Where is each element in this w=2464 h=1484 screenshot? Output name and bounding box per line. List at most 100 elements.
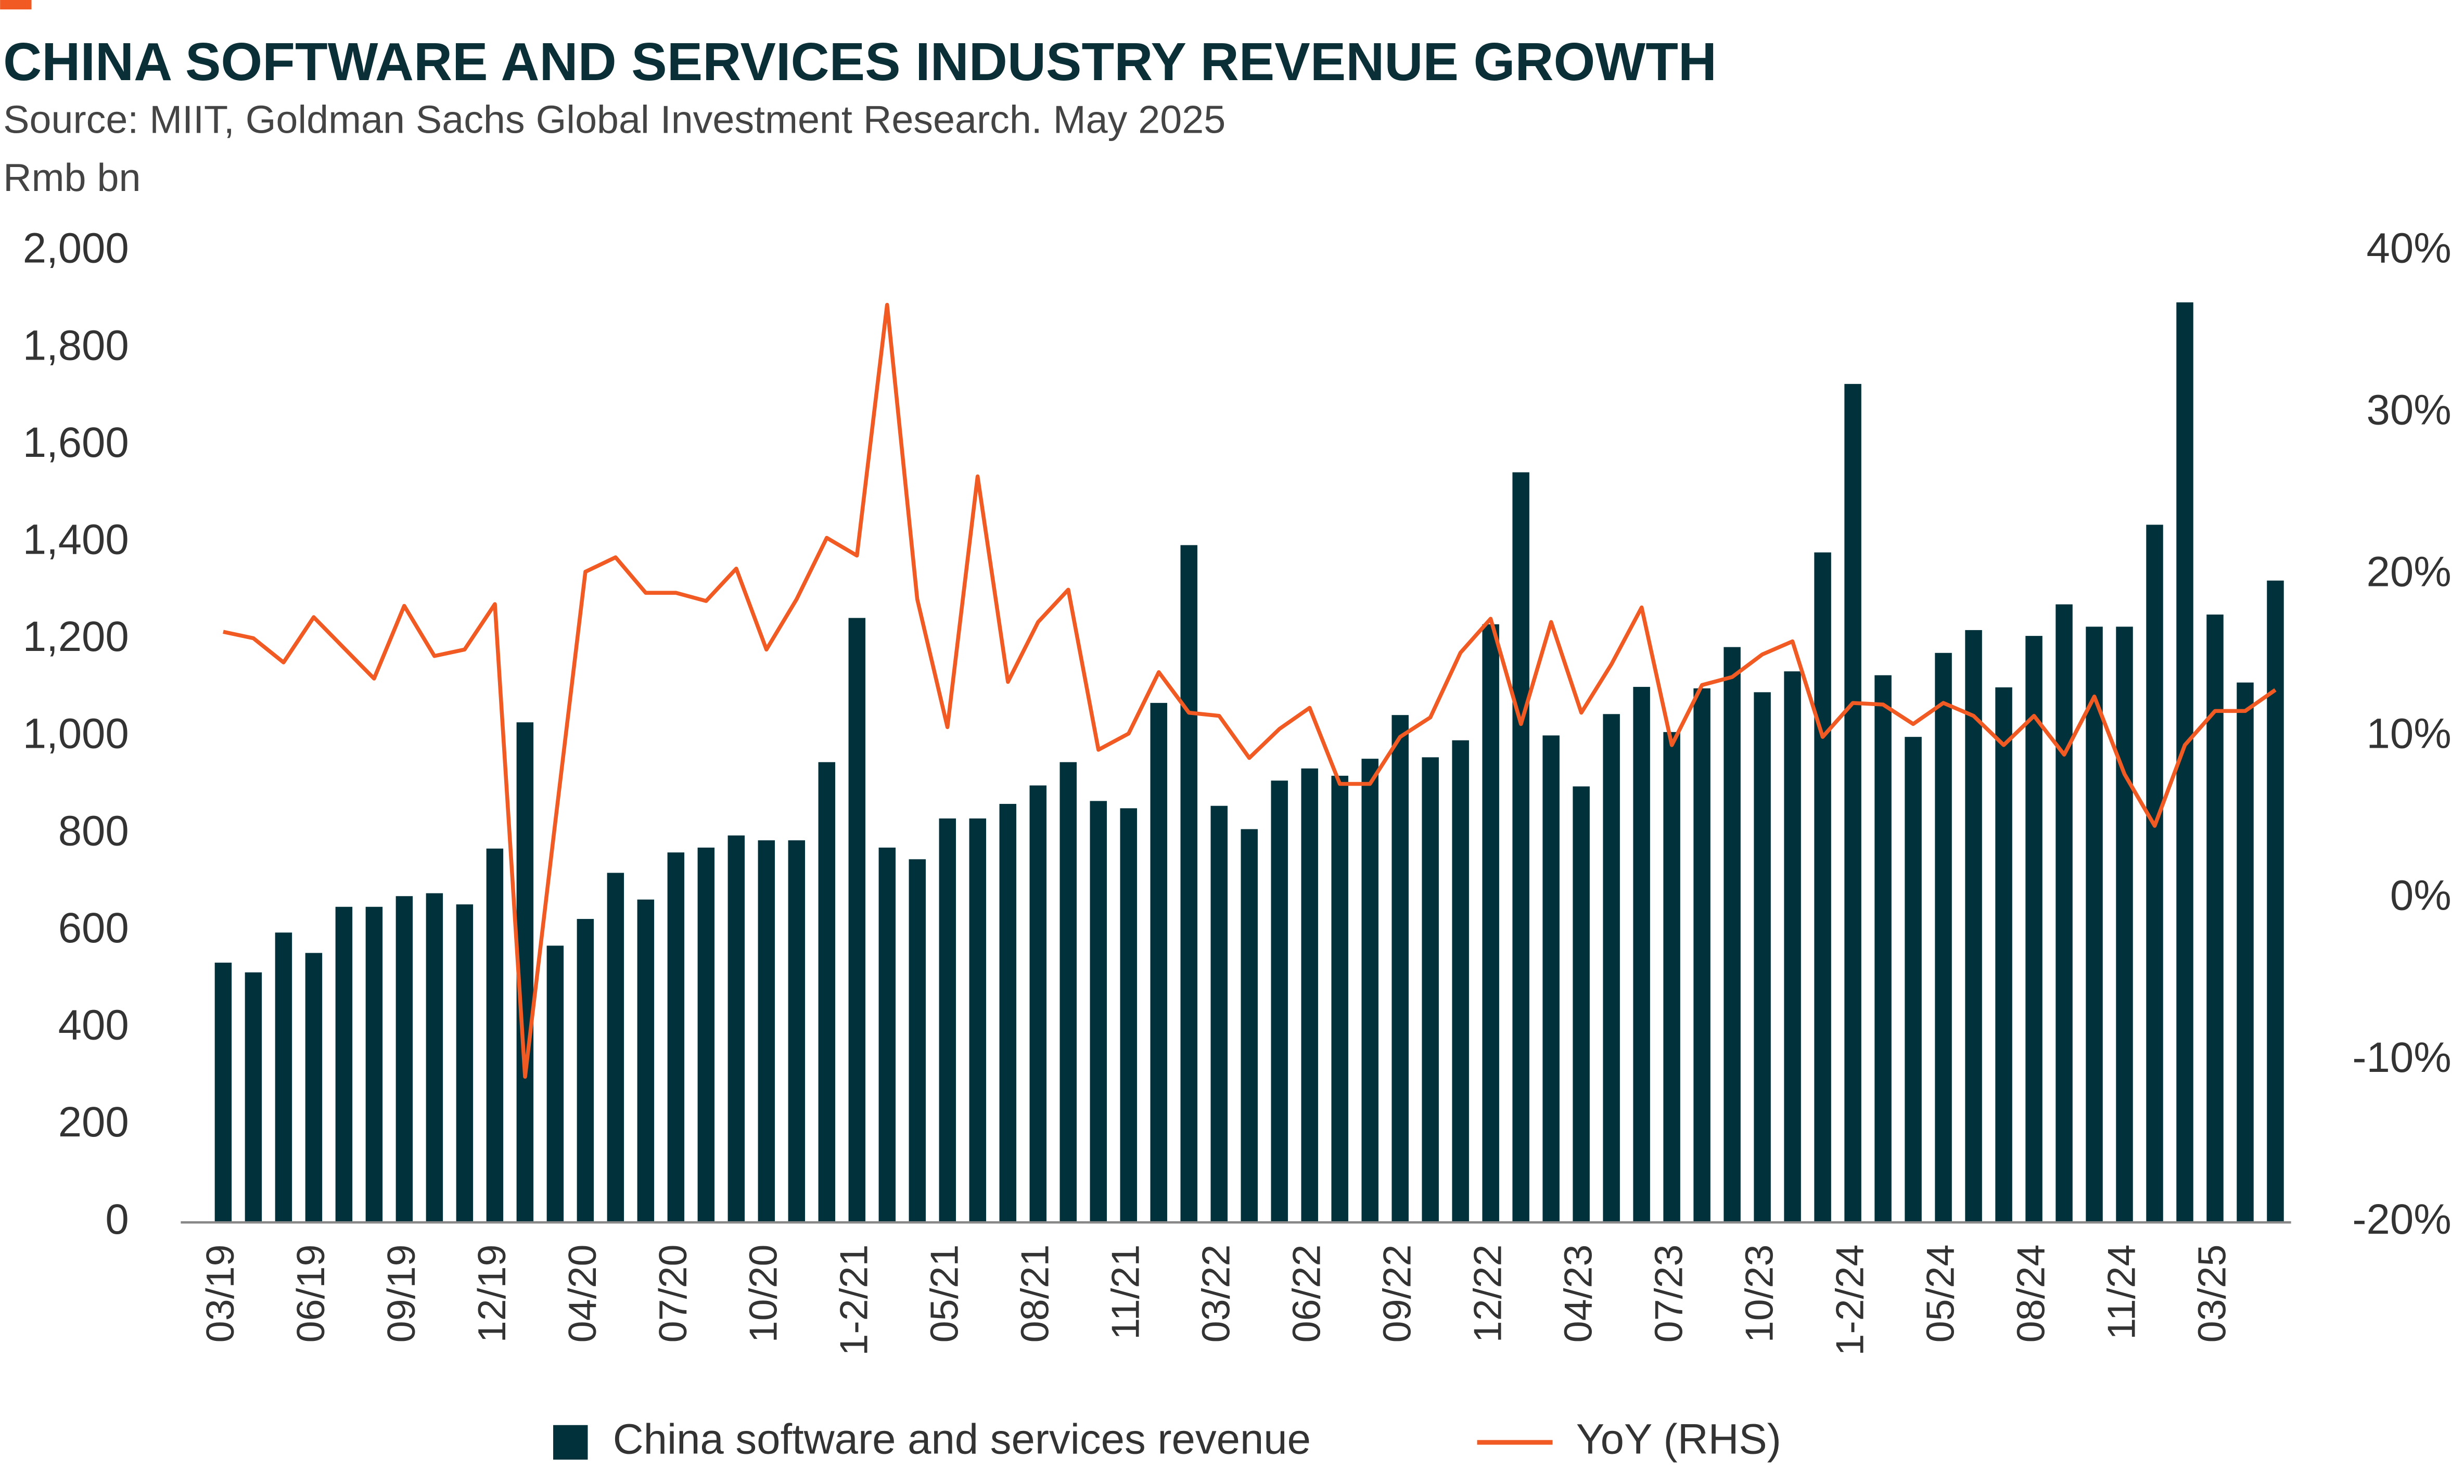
bar — [939, 818, 956, 1223]
bar — [1603, 714, 1620, 1223]
y-axis-label: Rmb bn — [3, 156, 141, 199]
bar — [1874, 675, 1892, 1223]
y-tick-label: 200 — [58, 1098, 129, 1146]
bar — [214, 963, 232, 1223]
x-tick-label: 06/19 — [289, 1245, 333, 1343]
bar — [486, 848, 504, 1223]
x-tick-label: 05/21 — [923, 1245, 966, 1343]
x-tick-label: 07/20 — [651, 1245, 695, 1343]
bar — [1965, 630, 1982, 1223]
bar — [2025, 636, 2042, 1223]
bar — [1180, 545, 1197, 1223]
bar — [1210, 805, 1228, 1223]
bar — [1422, 757, 1439, 1223]
line-series — [223, 303, 2277, 1079]
bar — [637, 899, 655, 1223]
bar — [667, 852, 685, 1223]
bar — [1029, 785, 1046, 1223]
y-tick-label: 400 — [58, 1002, 129, 1049]
bar — [1693, 688, 1710, 1223]
bar — [697, 847, 715, 1223]
bar — [969, 818, 987, 1223]
bar — [546, 945, 564, 1223]
x-tick-label: 12/19 — [470, 1245, 514, 1343]
bar — [1482, 624, 1499, 1223]
bar — [1905, 737, 1922, 1223]
bar — [848, 618, 866, 1223]
bar — [577, 919, 594, 1223]
bar — [456, 904, 474, 1223]
bar — [788, 840, 806, 1223]
bar — [1844, 383, 1861, 1223]
chart-title: CHINA SOFTWARE AND SERVICES INDUSTRY REV… — [3, 32, 1717, 92]
bar — [275, 932, 292, 1223]
x-tick-label: 05/24 — [1919, 1245, 1962, 1343]
y-tick-label: 800 — [58, 807, 129, 854]
bar — [1663, 732, 1680, 1223]
y-tick-label: 2,000 — [23, 225, 129, 272]
bar — [1995, 687, 2012, 1223]
y-tick-label: 1,200 — [23, 613, 129, 660]
bar — [1120, 808, 1137, 1223]
bar — [1723, 647, 1741, 1223]
bar — [1331, 775, 1348, 1223]
x-tick-label: 12/22 — [1466, 1245, 1510, 1343]
y2-tick-label: 20% — [2367, 548, 2452, 596]
x-tick-label: 04/23 — [1556, 1245, 1600, 1343]
bar — [818, 762, 836, 1223]
bar — [607, 873, 624, 1223]
x-tick-label: 08/24 — [2009, 1245, 2052, 1343]
x-tick-label: 11/21 — [1104, 1245, 1147, 1340]
bar — [2056, 604, 2073, 1223]
bar — [1784, 671, 1801, 1223]
y2-tick-label: 10% — [2367, 710, 2452, 758]
y2-tick-label: -20% — [2352, 1196, 2451, 1243]
y-tick-label: 1,000 — [23, 710, 129, 758]
bar — [1150, 702, 1167, 1223]
bar — [1301, 768, 1318, 1223]
x-tick-label: 10/23 — [1738, 1245, 1781, 1343]
bar — [395, 896, 413, 1223]
bar — [1452, 740, 1469, 1223]
x-tick-label: 08/21 — [1013, 1245, 1057, 1343]
bar — [2267, 580, 2284, 1223]
chart-subtitle: Source: MIIT, Goldman Sachs Global Inves… — [3, 97, 1225, 141]
bar — [2146, 524, 2163, 1223]
bar — [1542, 735, 1560, 1223]
bar — [335, 906, 353, 1223]
bar — [878, 847, 896, 1223]
bar — [2116, 626, 2133, 1223]
bar — [1512, 472, 1529, 1223]
legend-label: China software and services revenue — [613, 1416, 1311, 1463]
y2-tick-label: 30% — [2367, 387, 2452, 434]
y2-tick-label: 0% — [2390, 872, 2452, 919]
x-tick-label: 03/19 — [198, 1245, 242, 1343]
bar — [2086, 626, 2103, 1223]
x-tick-label: 03/25 — [2190, 1245, 2233, 1343]
x-tick-label: 1-2/21 — [832, 1245, 876, 1356]
bar — [365, 906, 383, 1223]
bar — [1241, 829, 1258, 1223]
y-tick-label: 1,600 — [23, 419, 129, 466]
bar — [305, 953, 323, 1223]
bar — [1361, 759, 1378, 1223]
bar — [2206, 615, 2224, 1223]
x-tick-label: 1-2/24 — [1828, 1245, 1872, 1356]
bar — [1271, 781, 1288, 1223]
y-tick-label: 0 — [105, 1196, 129, 1243]
bar — [245, 972, 262, 1223]
bar — [1633, 687, 1650, 1223]
accent-bar — [0, 0, 32, 10]
bar — [1935, 653, 1952, 1223]
bar — [1090, 801, 1107, 1223]
bar — [727, 835, 745, 1223]
bar — [1391, 715, 1409, 1223]
bar — [1754, 692, 1771, 1223]
y-tick-label: 1,400 — [23, 516, 129, 563]
legend-swatch — [553, 1425, 588, 1460]
bar — [2237, 682, 2254, 1223]
x-tick-label: 11/24 — [2099, 1245, 2143, 1340]
y2-tick-label: 40% — [2367, 225, 2452, 272]
